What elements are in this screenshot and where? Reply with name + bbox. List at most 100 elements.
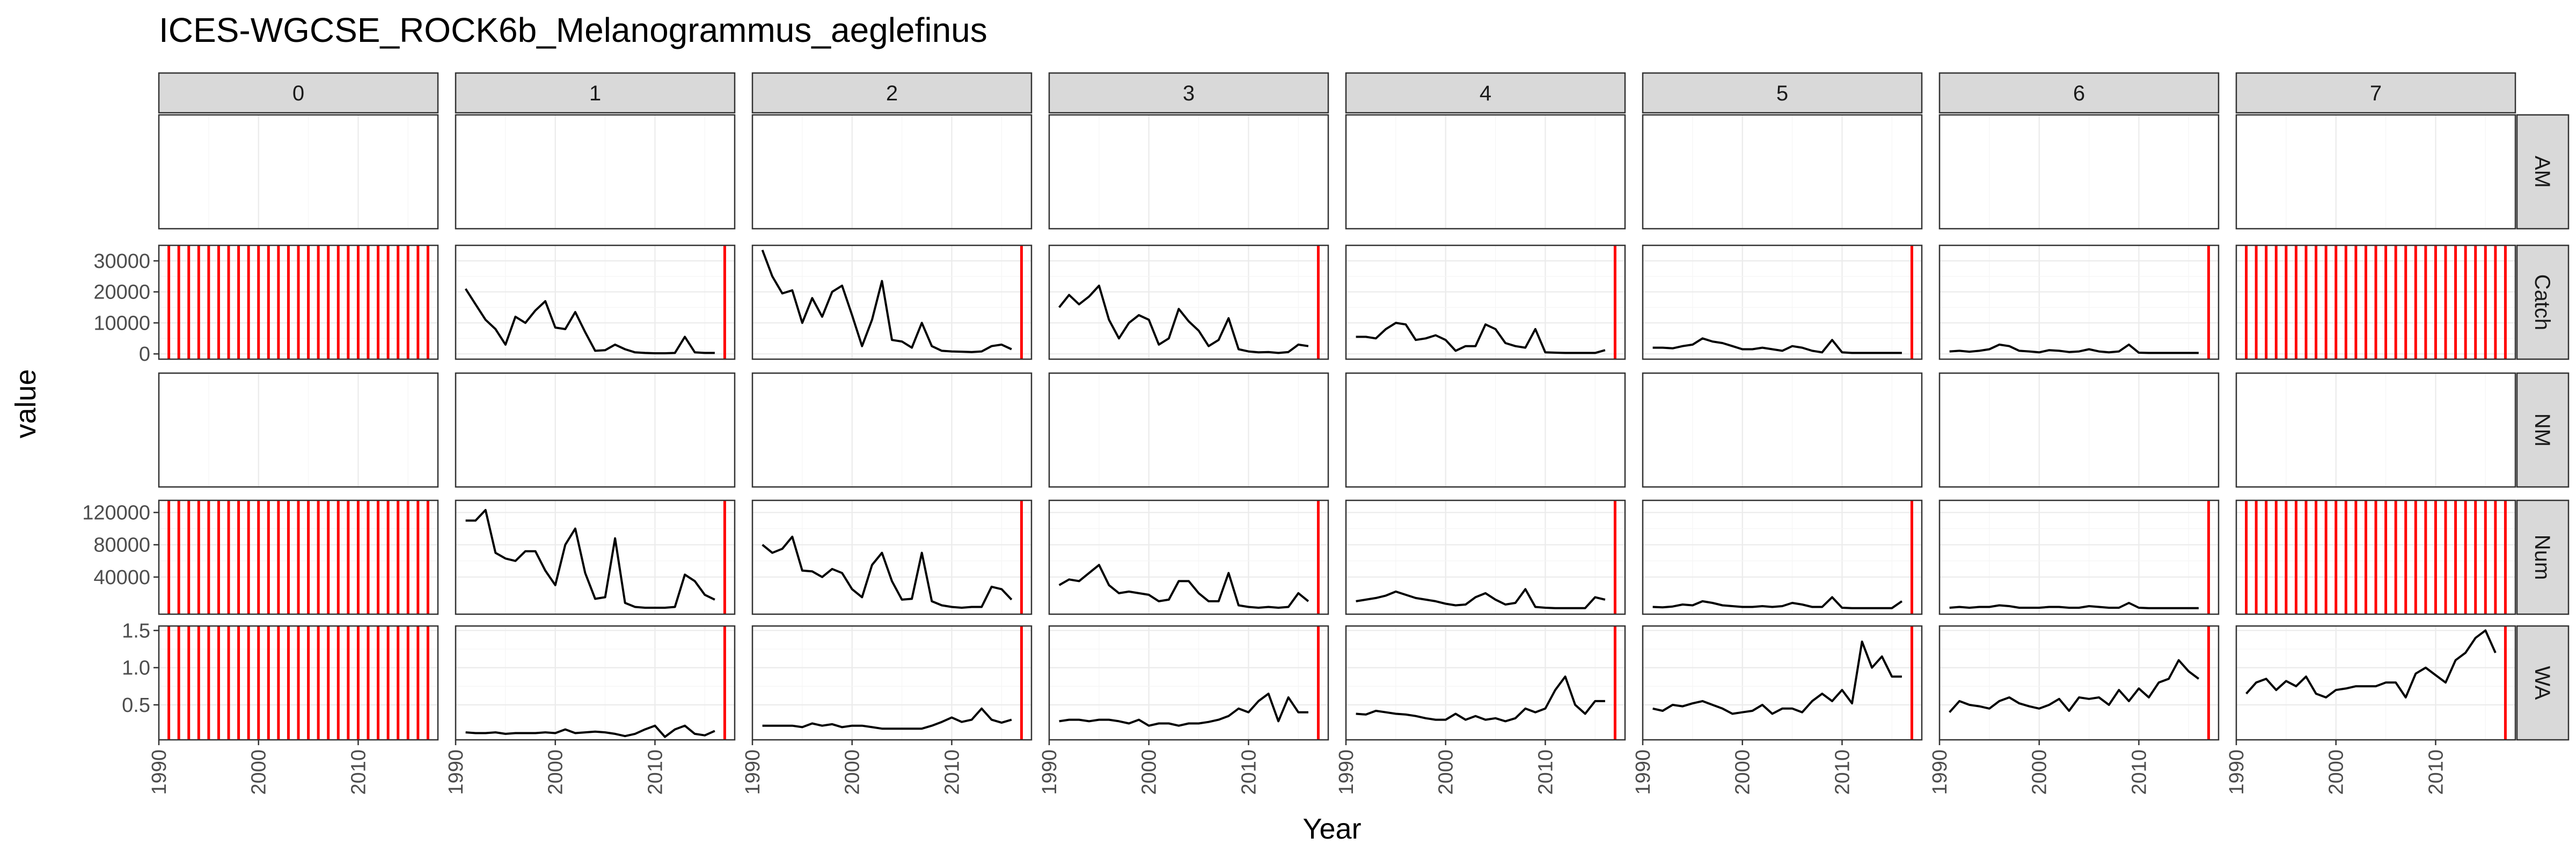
panel-bg [456, 626, 735, 740]
panel-catch-2 [751, 244, 1033, 360]
series-line [1356, 322, 1606, 354]
panel-bg [752, 245, 1031, 359]
panel-am-3 [1048, 114, 1329, 230]
x-tick-label: 2000 [841, 749, 864, 795]
panel-border [1048, 372, 1329, 488]
panel-border [158, 372, 439, 488]
panel-bg [456, 115, 735, 229]
series-line [1949, 659, 2200, 714]
panel-bg [1643, 373, 1922, 487]
panel-bg [1940, 500, 2219, 614]
panel-border [158, 114, 439, 230]
strip-row-bg [2516, 499, 2570, 615]
panel-catch-0 [158, 244, 439, 360]
series-line [1356, 675, 1605, 723]
panel-border [2235, 114, 2516, 230]
strip-row-nm: NM [2516, 372, 2570, 488]
panel-catch-3 [1048, 244, 1329, 360]
strip-col-4: 4 [1345, 72, 1626, 114]
y-tick-label: 120000 [82, 502, 150, 525]
strip-col-label: 1 [589, 82, 601, 105]
panel-wa-6 [1938, 625, 2220, 741]
panel-border [1345, 499, 1626, 615]
panel-border [1642, 372, 1923, 488]
panel-catch-7 [2235, 244, 2516, 360]
panel-num-5 [1642, 499, 1923, 615]
series-line [2245, 629, 2497, 698]
panel-nm-5 [1642, 372, 1923, 488]
strip-col-bg [751, 72, 1033, 114]
series-line [1059, 693, 1308, 727]
x-tick-label: 1990 [1632, 749, 1655, 795]
panel-wa-5 [1642, 625, 1923, 741]
strip-row-label: NM [2530, 413, 2554, 447]
panel-border [1938, 372, 2220, 488]
panel-border [2235, 244, 2516, 360]
x-tick-label: 2000 [2325, 749, 2348, 795]
panel-bg [159, 373, 438, 487]
panel-nm-0 [158, 372, 439, 488]
y-tick-label: 40000 [93, 566, 150, 589]
panel-catch-5 [1642, 244, 1923, 360]
strip-row-label: AM [2530, 156, 2554, 188]
x-tick-label: 1990 [2226, 749, 2248, 795]
strip-col-bg [1048, 72, 1329, 114]
panel-border [751, 244, 1033, 360]
panel-bg [1346, 626, 1625, 740]
strip-col-label: 5 [1776, 82, 1788, 105]
strip-col-3: 3 [1048, 72, 1329, 114]
panel-catch-4 [1345, 244, 1626, 360]
panel-bg [1643, 500, 1922, 614]
panel-wa-3 [1048, 625, 1329, 741]
panel-border [1938, 114, 2220, 230]
panel-catch-1 [455, 244, 736, 360]
strip-col-label: 6 [2073, 82, 2085, 105]
strip-row-num: Num [2516, 499, 2570, 615]
panel-bg [1049, 500, 1328, 614]
panel-nm-3 [1048, 372, 1329, 488]
panel-bg [752, 626, 1031, 740]
panel-bg [1346, 115, 1625, 229]
panel-am-5 [1642, 114, 1923, 230]
panel-nm-1 [455, 372, 736, 488]
panel-border [751, 625, 1033, 741]
panel-border [1642, 114, 1923, 230]
x-tick-label: 2010 [1534, 749, 1557, 795]
panel-catch-6 [1938, 244, 2220, 360]
panel-bg [1346, 500, 1625, 614]
panel-bg [1049, 115, 1328, 229]
x-tick-label: 1990 [445, 749, 467, 795]
panel-nm-2 [751, 372, 1033, 488]
strip-col-7: 7 [2235, 72, 2516, 114]
x-tick-label: 2010 [941, 749, 963, 795]
series-line [762, 707, 1012, 730]
y-tick-label: 1.0 [122, 657, 150, 680]
panel-bg [752, 500, 1031, 614]
x-tick-label: 1990 [148, 749, 171, 795]
panel-border [1642, 499, 1923, 615]
strip-col-bg [455, 72, 736, 114]
panel-bg [1643, 626, 1922, 740]
strip-row-catch: Catch [2516, 244, 2570, 360]
series-line [1652, 640, 1902, 715]
x-axis-title: Year [1302, 813, 1361, 845]
panel-border [1642, 244, 1923, 360]
panel-bg [1940, 245, 2219, 359]
panel-border [455, 499, 736, 615]
panel-bg [752, 373, 1031, 487]
panel-border [455, 372, 736, 488]
panel-border [455, 244, 736, 360]
series-line [1652, 596, 1903, 609]
y-tick-label: 1.5 [122, 620, 150, 642]
series-line [1652, 337, 1902, 354]
panel-bg [1643, 115, 1922, 229]
x-tick-label: 2000 [248, 749, 270, 795]
strip-col-2: 2 [751, 72, 1033, 114]
series-line [1356, 588, 1606, 609]
series-line [464, 288, 715, 354]
x-tick-label: 1990 [742, 749, 764, 795]
strip-row-label: WA [2530, 666, 2554, 700]
panel-bg [159, 115, 438, 229]
panel-border [1938, 625, 2220, 741]
x-tick-label: 2000 [2029, 749, 2051, 795]
